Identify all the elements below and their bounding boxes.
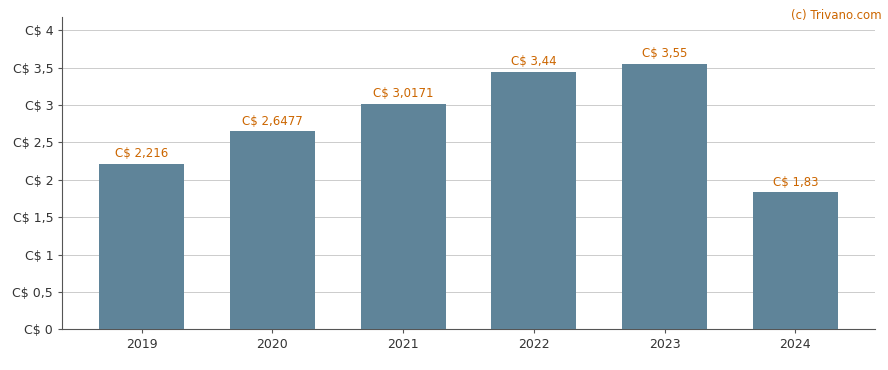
Bar [622,64,707,329]
Text: C$ 3,55: C$ 3,55 [642,47,687,60]
Text: C$ 2,6477: C$ 2,6477 [242,115,303,128]
Bar [361,104,446,329]
Text: C$ 3,44: C$ 3,44 [511,55,557,68]
Bar [491,72,576,329]
Text: C$ 2,216: C$ 2,216 [115,147,168,160]
Bar [99,164,184,329]
Text: (c) Trivano.com: (c) Trivano.com [791,9,882,22]
Bar [753,192,837,329]
Bar [230,131,315,329]
Text: C$ 1,83: C$ 1,83 [773,176,818,189]
Text: C$ 3,0171: C$ 3,0171 [373,87,433,100]
